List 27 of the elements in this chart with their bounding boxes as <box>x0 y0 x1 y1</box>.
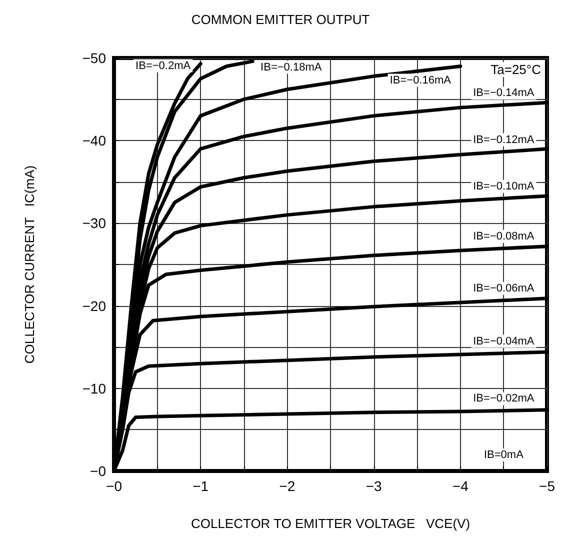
series-label: IB=−0.16mA <box>390 74 452 86</box>
x-tick-label: −1 <box>192 478 209 494</box>
x-tick-label: −2 <box>279 478 296 494</box>
series-label: IB=−0.10mA <box>473 180 535 192</box>
annotation: Ta=25°C <box>490 62 541 77</box>
series-label: IB=−0.2mA <box>136 60 192 72</box>
series-label: IB=−0.02mA <box>473 392 535 405</box>
x-tick-label: −5 <box>539 478 556 494</box>
x-tick-label: −4 <box>452 478 469 494</box>
x-tick-label: −0 <box>106 478 122 494</box>
y-tick-label: −20 <box>82 298 106 314</box>
y-tick-label: −50 <box>82 50 106 66</box>
series-label: IB=−0.08mA <box>473 230 535 242</box>
y-tick-label: −0 <box>90 463 106 479</box>
y-axis-title: COLLECTOR CURRENT IC(mA) <box>22 165 37 364</box>
y-tick-label: −30 <box>82 215 106 232</box>
x-tick-label: −3 <box>366 478 382 494</box>
series-label: IB=−0.04mA <box>473 335 535 348</box>
y-tick-label: −40 <box>82 132 106 149</box>
series-label: IB=−0.06mA <box>473 282 535 294</box>
series-label: IB=−0.12mA <box>473 134 535 146</box>
series-label: IB=−0.18mA <box>260 61 322 74</box>
annotation: IB=0mA <box>484 449 524 461</box>
y-tick-label: −10 <box>82 380 106 396</box>
series-label: IB=−0.14mA <box>473 87 535 100</box>
x-axis-title: COLLECTOR TO EMITTER VOLTAGE VCE(V) <box>190 516 470 531</box>
chart-title: COMMON EMITTER OUTPUT <box>191 12 370 27</box>
